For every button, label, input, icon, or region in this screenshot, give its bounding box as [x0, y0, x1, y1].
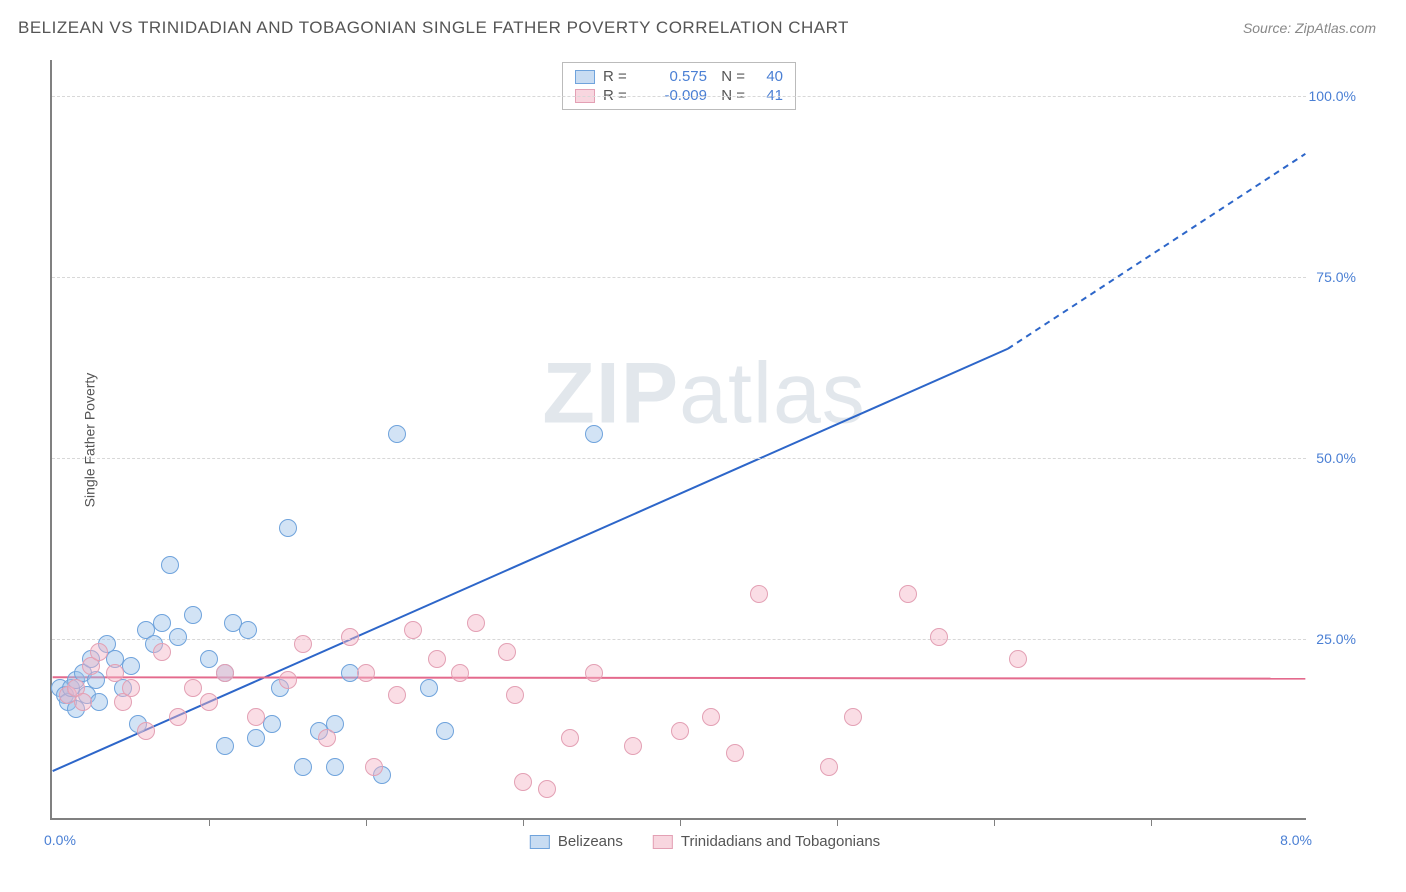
data-point-a: [294, 758, 312, 776]
data-point-b: [671, 722, 689, 740]
data-point-b: [538, 780, 556, 798]
data-point-b: [247, 708, 265, 726]
data-point-b: [428, 650, 446, 668]
data-point-a: [216, 737, 234, 755]
data-point-b: [184, 679, 202, 697]
data-point-b: [844, 708, 862, 726]
data-point-b: [318, 729, 336, 747]
page-header: BELIZEAN VS TRINIDADIAN AND TOBAGONIAN S…: [0, 0, 1406, 48]
x-tick: [837, 818, 838, 826]
legend-item-a: Belizeans: [530, 833, 623, 850]
trend-lines: [52, 60, 1306, 818]
data-point-b: [341, 628, 359, 646]
gridline-h: [52, 639, 1306, 640]
data-point-b: [279, 671, 297, 689]
data-point-a: [279, 519, 297, 537]
swatch-b-bottom: [653, 835, 673, 849]
data-point-b: [561, 729, 579, 747]
data-point-a: [326, 758, 344, 776]
x-tick: [680, 818, 681, 826]
x-min-label: 0.0%: [44, 832, 76, 848]
data-point-a: [247, 729, 265, 747]
data-point-b: [200, 693, 218, 711]
data-point-a: [153, 614, 171, 632]
data-point-b: [404, 621, 422, 639]
chart-title: BELIZEAN VS TRINIDADIAN AND TOBAGONIAN S…: [18, 18, 849, 38]
data-point-b: [294, 635, 312, 653]
chart-container: Single Father Poverty ZIPatlas R = 0.575…: [50, 60, 1360, 820]
legend-label-a: Belizeans: [558, 833, 623, 850]
legend-row-a: R = 0.575 N = 40: [575, 67, 783, 86]
y-tick-label: 25.0%: [1316, 631, 1356, 647]
data-point-a: [161, 556, 179, 574]
data-point-b: [498, 643, 516, 661]
data-point-b: [90, 643, 108, 661]
data-point-b: [357, 664, 375, 682]
plot-area: ZIPatlas R = 0.575 N = 40 R = -0.009 N =…: [50, 60, 1306, 820]
data-point-a: [200, 650, 218, 668]
gridline-h: [52, 277, 1306, 278]
legend-series: Belizeans Trinidadians and Tobagonians: [530, 833, 880, 850]
legend-item-b: Trinidadians and Tobagonians: [653, 833, 880, 850]
source-label: Source: ZipAtlas.com: [1243, 20, 1376, 36]
data-point-b: [899, 585, 917, 603]
data-point-a: [169, 628, 187, 646]
legend-label-b: Trinidadians and Tobagonians: [681, 833, 880, 850]
data-point-b: [1009, 650, 1027, 668]
gridline-h: [52, 96, 1306, 97]
data-point-b: [585, 664, 603, 682]
y-tick-label: 50.0%: [1316, 450, 1356, 466]
x-tick: [366, 818, 367, 826]
data-point-b: [750, 585, 768, 603]
swatch-a-bottom: [530, 835, 550, 849]
y-tick-label: 75.0%: [1316, 269, 1356, 285]
data-point-a: [263, 715, 281, 733]
data-point-b: [820, 758, 838, 776]
swatch-a: [575, 70, 595, 84]
data-point-b: [702, 708, 720, 726]
data-point-a: [239, 621, 257, 639]
gridline-h: [52, 458, 1306, 459]
data-point-b: [514, 773, 532, 791]
x-tick: [209, 818, 210, 826]
data-point-b: [169, 708, 187, 726]
data-point-a: [184, 606, 202, 624]
r-value-a: 0.575: [645, 68, 707, 85]
data-point-b: [451, 664, 469, 682]
data-point-b: [216, 664, 234, 682]
x-tick: [994, 818, 995, 826]
data-point-b: [74, 693, 92, 711]
data-point-b: [624, 737, 642, 755]
y-tick-label: 100.0%: [1309, 88, 1356, 104]
x-max-label: 8.0%: [1280, 832, 1312, 848]
data-point-b: [122, 679, 140, 697]
data-point-b: [726, 744, 744, 762]
r-prefix: R =: [603, 68, 637, 85]
data-point-b: [467, 614, 485, 632]
data-point-b: [106, 664, 124, 682]
x-tick: [523, 818, 524, 826]
watermark-light: atlas: [679, 345, 866, 441]
data-point-b: [930, 628, 948, 646]
watermark-bold: ZIP: [542, 345, 679, 441]
n-value-a: 40: [753, 68, 783, 85]
data-point-b: [388, 686, 406, 704]
data-point-a: [585, 425, 603, 443]
data-point-b: [137, 722, 155, 740]
legend-correlation: R = 0.575 N = 40 R = -0.009 N = 41: [562, 62, 796, 110]
data-point-b: [153, 643, 171, 661]
data-point-a: [90, 693, 108, 711]
data-point-a: [388, 425, 406, 443]
data-point-a: [122, 657, 140, 675]
data-point-b: [506, 686, 524, 704]
data-point-a: [436, 722, 454, 740]
n-prefix: N =: [715, 68, 745, 85]
x-tick: [1151, 818, 1152, 826]
data-point-b: [365, 758, 383, 776]
data-point-a: [420, 679, 438, 697]
